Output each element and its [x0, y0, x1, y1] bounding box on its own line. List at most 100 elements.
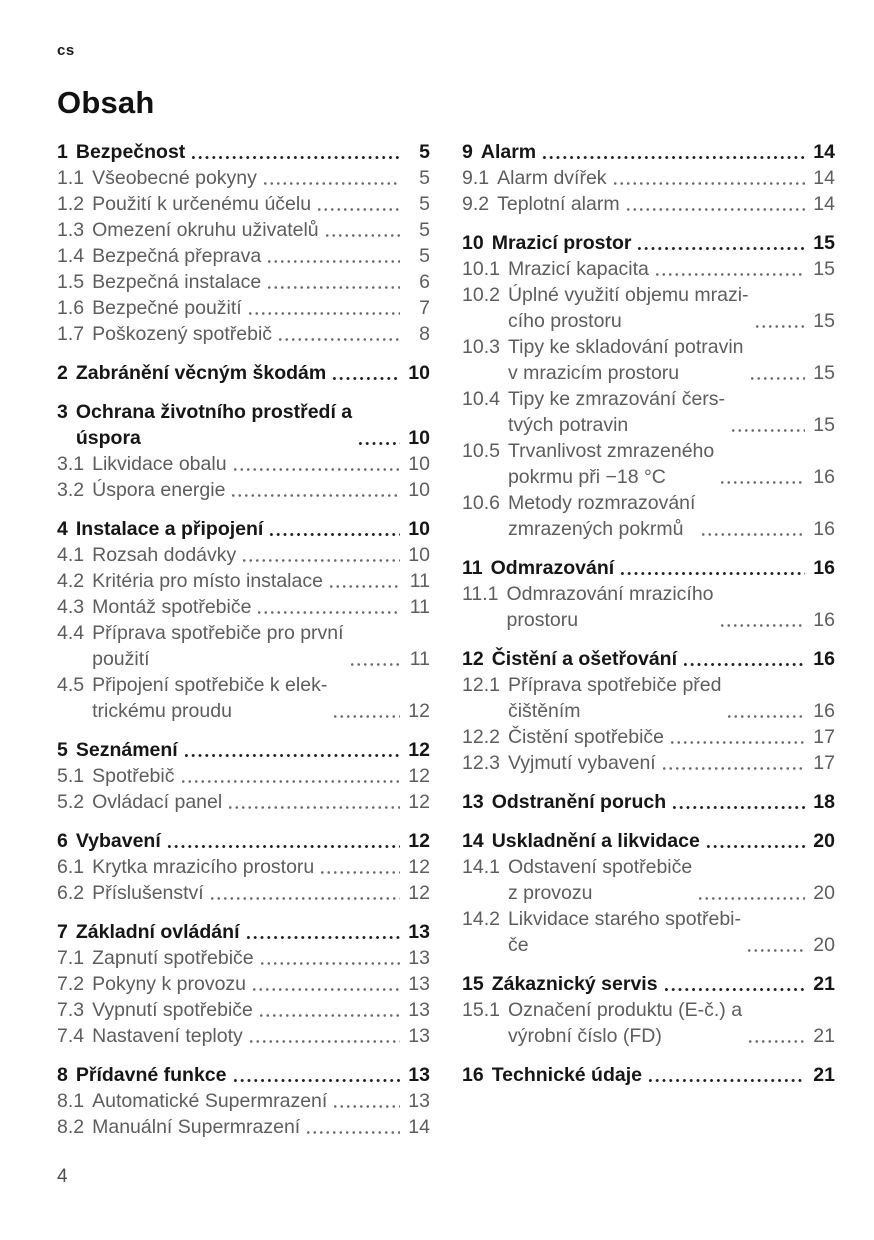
toc-entry-page-number: 12: [408, 882, 430, 904]
dot-leader: [357, 440, 400, 447]
toc-entry-page-number: 14: [813, 141, 835, 163]
toc-entry: 12.3 Vyjmutí vybavení 17: [462, 750, 835, 776]
dot-leader: [305, 1129, 400, 1136]
toc-entry-label: Příprava spotřebiče pro první použití: [92, 622, 344, 670]
dot-leader: [319, 869, 400, 876]
toc-entry-label: Příprava spotřebiče před čištěním: [507, 674, 722, 722]
toc-entry-label: Nastavení teploty: [92, 1025, 243, 1047]
toc-entry-number: 7: [57, 921, 68, 943]
toc-section-heading: 5 Seznámení 12: [57, 737, 430, 763]
toc-entry-number: 14.1: [462, 856, 500, 878]
toc-entry-page-number: 15: [813, 414, 835, 436]
toc-entry-label: Spotřebič: [92, 765, 175, 787]
toc-entry-page-number: 11: [409, 648, 430, 670]
dot-leader: [241, 557, 400, 564]
dot-leader: [246, 310, 400, 317]
toc-entry-label: Použití k určenému účelu: [92, 193, 312, 215]
toc-entry-number: 13: [462, 791, 484, 813]
toc-entry-label: Úplné využití objemu mrazi- cího prostor…: [507, 284, 749, 332]
toc-entry: 3.2 Úspora energie 10: [57, 477, 430, 503]
toc-entry: 4.4 Příprava spotřebiče pro první použití…: [57, 620, 430, 672]
toc-entry-label: Krytka mrazicího prostoru: [92, 856, 315, 878]
toc-entry-label: Automatické Supermrazení: [92, 1090, 328, 1112]
toc-entry-label: Uskladnění a likvidace: [491, 830, 700, 852]
toc-section: 1 Bezpečnost 5 1.1 Všeobecné pokyny 5 1.2 Použi…: [57, 139, 430, 347]
dot-leader: [230, 492, 400, 499]
dot-leader: [730, 427, 805, 434]
toc-section: 4 Instalace a připojení 10 4.1 Rozsah dodávk…: [57, 516, 430, 724]
toc-entry-number: 8.1: [57, 1090, 85, 1112]
toc-entry-page-number: 5: [419, 167, 430, 189]
toc-section: 3 Ochrana životního prostředí a úspora 10 3…: [57, 399, 430, 503]
toc-entry-number: 6.2: [57, 882, 85, 904]
toc-entry-number: 1.1: [57, 167, 85, 189]
toc-entry-number: 16: [462, 1064, 484, 1086]
toc-entry-label: Vybavení: [75, 830, 161, 852]
dot-leader: [660, 765, 805, 772]
toc-entry-number: 3.1: [57, 453, 85, 475]
toc-columns: 1 Bezpečnost 5 1.1 Všeobecné pokyny 5 1.2 Použi…: [57, 139, 835, 1153]
toc-section: 12 Čistění a ošetřování 16 12.1 Příprava spo…: [462, 646, 835, 776]
toc-entry-page-number: 11: [409, 570, 430, 592]
dot-leader: [662, 986, 805, 993]
toc-entry-label: Zákaznický servis: [491, 973, 658, 995]
toc-entry-label: Alarm dvířek: [497, 167, 607, 189]
toc-entry: 7.1 Zapnutí spotřebiče 13: [57, 945, 430, 971]
toc-section-heading: 7 Základní ovládání 13: [57, 919, 430, 945]
dot-leader: [753, 323, 805, 330]
toc-entry-number: 2: [57, 362, 68, 384]
toc-entry-label: Alarm: [480, 141, 537, 163]
toc-entry: 10.4 Tipy ke zmrazování čers- tvých potra…: [462, 386, 835, 438]
toc-entry: 10.3 Tipy ke skladování potravin v mrazic…: [462, 334, 835, 386]
toc-entry-page-number: 5: [419, 141, 430, 163]
toc-section-heading: 10 Mrazicí prostor 15: [462, 230, 835, 256]
toc-entry-number: 9: [462, 141, 473, 163]
toc-entry-page-number: 16: [813, 518, 835, 540]
toc-entry: 1.6 Bezpečné použití 7: [57, 295, 430, 321]
toc-entry-number: 12.2: [462, 726, 500, 748]
toc-entry-label: Bezpečná přeprava: [92, 245, 262, 267]
toc-entry-page-number: 7: [419, 297, 430, 319]
toc-entry-page-number: 12: [408, 830, 430, 852]
dot-leader: [697, 895, 805, 902]
toc-entry-page-number: 12: [408, 700, 430, 722]
toc-section: 16 Technické údaje 21: [462, 1062, 835, 1088]
toc-entry-label: Manuální Supermrazení: [92, 1116, 301, 1138]
footer-page-number: 4: [57, 1166, 68, 1187]
dot-leader: [671, 804, 805, 811]
toc-column-right: 9 Alarm 14 9.1 Alarm dvířek 14 9.2 Teplotní ala…: [462, 139, 835, 1153]
dot-leader: [258, 960, 400, 967]
toc-section-heading: 16 Technické údaje 21: [462, 1062, 835, 1088]
toc-entry-label: Bezpečné použití: [92, 297, 242, 319]
toc-entry-page-number: 10: [408, 453, 430, 475]
language-code: cs: [57, 42, 75, 59]
toc-entry-label: Základní ovládání: [75, 921, 240, 943]
toc-entry-label: Odmrazování mrazicího prostoru: [506, 583, 714, 631]
toc-entry-label: Ovládací panel: [92, 791, 223, 813]
toc-entry-page-number: 20: [813, 934, 835, 956]
toc-section: 13 Odstranění poruch 18: [462, 789, 835, 815]
dot-leader: [700, 531, 805, 538]
toc-section: 15 Zákaznický servis 21 15.1 Označení produk…: [462, 971, 835, 1049]
toc-entry-number: 14.2: [462, 908, 500, 930]
dot-leader: [165, 843, 400, 850]
toc-entry-page-number: 10: [408, 427, 430, 449]
toc-entry-page-number: 13: [408, 1064, 430, 1086]
toc-entry: 4.2 Kritéria pro místo instalace 11: [57, 568, 430, 594]
toc-entry-label: Odstranění poruch: [491, 791, 667, 813]
toc-entry: 14.2 Likvidace starého spotřebi- če 20: [462, 906, 835, 958]
toc-entry-label: Teplotní alarm: [497, 193, 620, 215]
toc-entry-page-number: 12: [408, 791, 430, 813]
dot-leader: [331, 375, 400, 382]
toc-entry-page-number: 16: [813, 557, 835, 579]
toc-entry-page-number: 13: [408, 921, 430, 943]
toc-entry-number: 8: [57, 1064, 68, 1086]
toc-section: 8 Přídavné funkce 13 8.1 Automatické Supermr…: [57, 1062, 430, 1140]
toc-entry-label: Tipy ke zmrazování čers- tvých potravin: [507, 388, 726, 436]
toc-entry-page-number: 5: [419, 193, 430, 215]
dot-leader: [332, 1103, 400, 1110]
toc-entry: 6.1 Krytka mrazicího prostoru 12: [57, 854, 430, 880]
toc-entry-page-number: 5: [419, 245, 430, 267]
toc-entry-page-number: 8: [419, 323, 430, 345]
dot-leader: [251, 986, 400, 993]
